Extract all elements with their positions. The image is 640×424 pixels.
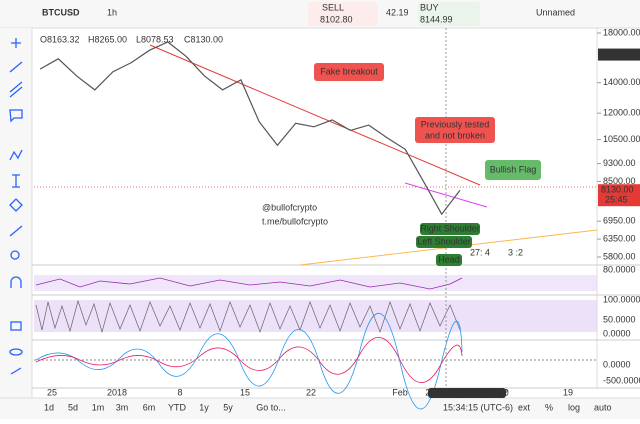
scale-option[interactable]: auto (594, 402, 612, 412)
interval[interactable]: 1h (107, 7, 117, 17)
price-tick-label: 9300.00 (603, 158, 636, 168)
range-button[interactable]: 6m (143, 402, 156, 412)
label-box (415, 117, 495, 143)
tool-icons[interactable] (9, 38, 23, 375)
annotation: Left Shoulder (417, 236, 471, 246)
price-tick-label: 10500.00 (603, 134, 640, 144)
symbol[interactable]: BTCUSD (42, 7, 80, 17)
osc-tick-label: 80.0000 (603, 264, 636, 274)
ohlc-value: L8078.53 (136, 34, 174, 44)
price-tick-label: 6350.00 (603, 233, 636, 243)
range-button[interactable]: Go to... (256, 402, 286, 412)
osc-tick-label: -500.0000 (603, 375, 640, 385)
ohlc-value: O8163.32 (40, 34, 80, 44)
annotation: Fake breakout (320, 66, 378, 76)
buy-price[interactable]: 8144.99 (420, 14, 453, 24)
time-label: 2018 (107, 387, 127, 397)
range-button[interactable]: 1m (92, 402, 105, 412)
label-box (314, 63, 384, 81)
time-label: 15 (240, 387, 250, 397)
crosshair-time: 2018-02-07 16:00:00 (425, 387, 509, 397)
watermark: @bullofcrypto (262, 202, 317, 212)
price-tick-label: 14000.00 (603, 77, 640, 87)
annotation: Right Shoulder (420, 223, 480, 233)
time-label: Feb (392, 387, 408, 397)
high-marker-box (598, 48, 640, 61)
label-box (308, 2, 378, 26)
annotation: Bullish Flag (490, 164, 537, 174)
label-box (485, 160, 541, 180)
scale-option[interactable]: % (545, 402, 553, 412)
range-button[interactable]: 3m (116, 402, 129, 412)
label-box (420, 223, 480, 235)
scale-option[interactable]: log (568, 402, 580, 412)
time-label: 8 (177, 387, 182, 397)
range-button[interactable]: 5d (68, 402, 78, 412)
clock: 15:34:15 (UTC-6) (443, 402, 513, 412)
price-tick-label: 12000.00 (603, 108, 640, 118)
annotation: and not broken (425, 130, 485, 140)
countdown: 25:45 (605, 195, 628, 205)
last-price-label: 8130.00 (601, 185, 634, 195)
price-tick-label: 8500.00 (603, 176, 636, 186)
left-toolbar (0, 28, 32, 398)
osc-tick-label: 0.0000 (603, 359, 631, 369)
buy-label: BUY (420, 2, 439, 12)
annotation: Previously tested (421, 119, 490, 129)
event-marker: 27: 4 (470, 247, 490, 257)
price-tick-label: 6950.00 (603, 216, 636, 226)
scale-option[interactable]: ext (518, 402, 531, 412)
range-button[interactable]: 1d (44, 402, 54, 412)
price-tick-label: 5800.00 (603, 251, 636, 261)
label-box (418, 2, 480, 26)
label-box (428, 388, 506, 398)
osc-tick-label: 50.0000 (603, 314, 636, 324)
event-marker: 3 :2 (508, 247, 523, 257)
osc-tick-label: 0.0000 (603, 328, 631, 338)
price-tick-label: 18000.00 (603, 27, 640, 37)
time-label: 25 (47, 387, 57, 397)
price-line (39, 41, 461, 216)
range-button[interactable]: YTD (168, 402, 187, 412)
ohlc-value: C8130.00 (184, 34, 223, 44)
layout-name[interactable]: Unnamed (536, 7, 575, 17)
range-button[interactable]: 1y (199, 402, 209, 412)
label-box (436, 254, 462, 266)
ohlc-value: H8265.00 (88, 34, 127, 44)
last-price-box (598, 184, 640, 207)
high-marker-label: 16140.39 (601, 49, 639, 59)
range-button[interactable]: 5y (223, 402, 233, 412)
time-label: 22 (306, 387, 316, 397)
sell-price[interactable]: 8102.80 (320, 14, 353, 24)
spread: 42.19 (386, 7, 409, 17)
bottom-bar (0, 398, 640, 419)
annotation: Head (438, 254, 460, 264)
watermark: t.me/bullofcrypto (262, 216, 328, 226)
label-box (416, 236, 472, 248)
osc-tick-label: 100.0000 (603, 294, 640, 304)
sell-label: SELL (322, 2, 344, 12)
time-label: 19 (563, 387, 573, 397)
